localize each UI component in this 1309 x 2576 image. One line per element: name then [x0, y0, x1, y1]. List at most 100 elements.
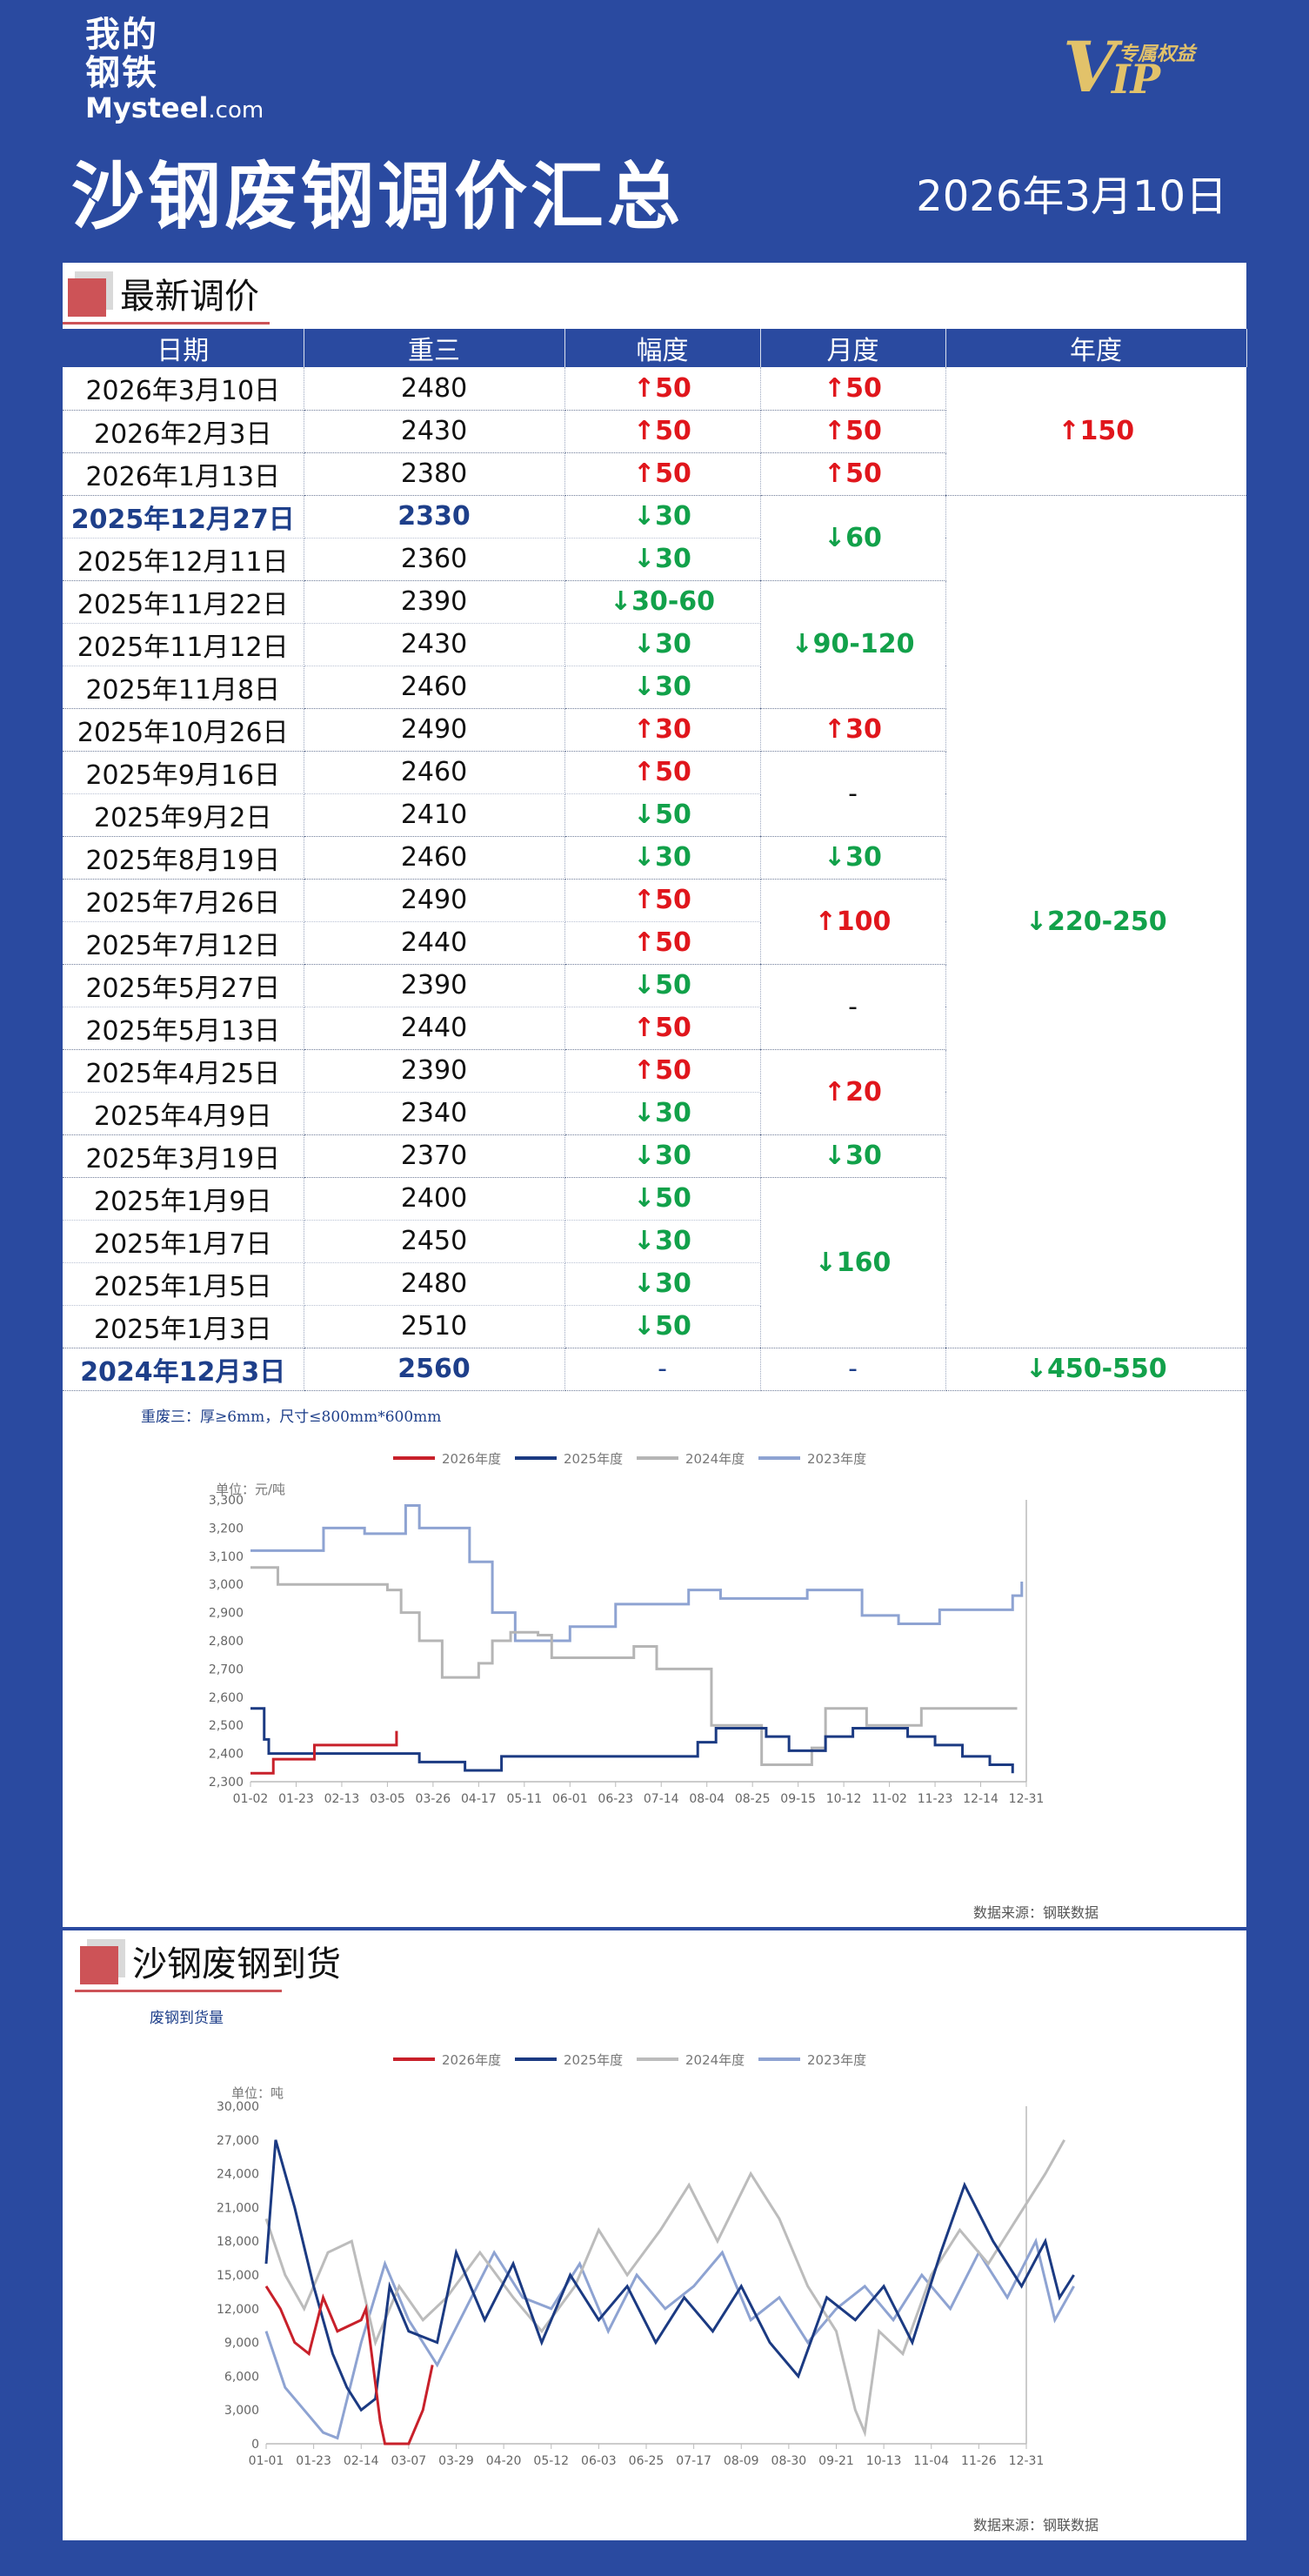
cell-price: 2560 — [304, 1348, 565, 1391]
page-date: 2026年3月10日 — [916, 172, 1227, 221]
cell-date: 2026年3月10日 — [63, 367, 304, 411]
cell-monthly: - — [760, 964, 946, 1050]
cell-monthly: ↓60 — [760, 495, 946, 581]
x-tick-label: 08-25 — [735, 1792, 771, 1806]
cell-date: 2025年3月19日 — [63, 1134, 304, 1178]
section-underline — [75, 1990, 282, 1992]
chart2-source: 数据来源：钢联数据 — [973, 2517, 1099, 2533]
x-tick-label: 02-13 — [324, 1792, 360, 1806]
cell-change: ↓30-60 — [564, 580, 761, 624]
x-tick-label: 12-31 — [1009, 2454, 1045, 2468]
table-row: 2025年11月8日 2460 ↓30 — [63, 666, 1246, 709]
cell-change: ↓50 — [564, 964, 761, 1007]
table-row: 2025年1月3日 2510 ↓50 — [63, 1305, 1246, 1348]
y-tick-label: 2,600 — [209, 1691, 244, 1705]
cell-price: 2380 — [304, 452, 565, 496]
cell-monthly: ↓160 — [760, 1177, 946, 1348]
cell-yearly: ↓220-250 — [945, 495, 1246, 1348]
arrival-subtitle: 废钢到货量 — [150, 2010, 224, 2027]
vip-ip: IP — [1112, 56, 1161, 103]
cell-date: 2025年1月5日 — [63, 1262, 304, 1306]
cell-price: 2490 — [304, 879, 565, 922]
cell-date: 2025年7月26日 — [63, 879, 304, 922]
table-row: 2026年1月13日 2380 ↑50 ↑50 — [63, 452, 1246, 496]
cell-change: ↓30 — [564, 538, 761, 581]
cell-price: 2460 — [304, 836, 565, 880]
logo-en: Mysteel.com — [85, 92, 264, 126]
x-tick-label: 11-02 — [872, 1792, 907, 1806]
cell-date: 2025年9月2日 — [63, 793, 304, 837]
vip-v: V — [1063, 26, 1118, 108]
x-tick-label: 08-04 — [689, 1792, 725, 1806]
header-date: 日期 — [63, 329, 304, 367]
cell-date: 2025年5月27日 — [63, 964, 304, 1007]
price-panel: 最新调价 日期 重三 幅度 月度 年度 2026年3月10日 2480 ↑50 ↑50… — [63, 263, 1247, 1927]
cell-monthly: ↑50 — [760, 410, 946, 453]
y-unit-label: 单位：吨 — [231, 2085, 284, 2101]
cell-date: 2025年1月3日 — [63, 1305, 304, 1348]
x-tick-label: 05-11 — [506, 1792, 542, 1806]
table-row: 2026年3月10日 2480 ↑50 ↑50 ↑150 — [63, 367, 1246, 496]
cell-price: 2390 — [304, 964, 565, 1007]
cell-monthly: ↓90-120 — [760, 580, 946, 709]
y-tick-label: 18,000 — [217, 2235, 259, 2249]
cell-date: 2025年11月12日 — [63, 623, 304, 666]
table-row: 2025年9月16日 2460 ↑50- — [63, 751, 1246, 837]
cell-price: 2430 — [304, 623, 565, 666]
x-tick-label: 06-25 — [629, 2454, 665, 2468]
x-tick-label: 12-31 — [1009, 1792, 1045, 1806]
cell-change: ↑50 — [564, 410, 761, 453]
x-tick-label: 06-03 — [581, 2454, 617, 2468]
x-tick-label: 01-02 — [233, 1792, 269, 1806]
cell-change: ↓50 — [564, 1177, 761, 1221]
cell-change: ↓30 — [564, 1134, 761, 1178]
cell-price: 2510 — [304, 1305, 565, 1348]
table-row: 2025年3月19日 2370 ↓30 ↓30 — [63, 1134, 1246, 1178]
table-row: 2025年12月27日 2330 ↓30 ↓60 ↓220-250 — [63, 495, 1246, 1348]
cell-price: 2410 — [304, 793, 565, 837]
y-tick-label: 2,400 — [209, 1748, 244, 1762]
series-line-2026年度 — [250, 1730, 398, 1775]
cell-monthly: ↓30 — [760, 836, 946, 880]
cell-price: 2450 — [304, 1220, 565, 1263]
cell-price: 2340 — [304, 1092, 565, 1135]
cell-price: 2480 — [304, 367, 565, 411]
header-grade: 重三 — [304, 329, 565, 367]
arrival-panel: 沙钢废钢到货 废钢到货量 2026年度 2025年度 2024年度 2023年度 单位：… — [63, 1930, 1246, 2540]
cell-change: ↓30 — [564, 836, 761, 880]
table-row: 2025年4月25日 2390 ↑50 ↑20 — [63, 1049, 1246, 1135]
legend-label: 2025年度 — [564, 1451, 623, 1467]
cell-date: 2025年12月11日 — [63, 538, 304, 581]
cell-price: 2460 — [304, 751, 565, 794]
cell-change: ↓30 — [564, 495, 761, 539]
cell-monthly: ↓30 — [760, 1134, 946, 1178]
x-tick-label: 09-21 — [818, 2454, 854, 2468]
cell-change: ↑50 — [564, 452, 761, 496]
y-tick-label: 2,700 — [209, 1663, 244, 1676]
cell-monthly: ↑30 — [760, 708, 946, 752]
y-tick-label: 2,500 — [209, 1719, 244, 1733]
table-row: 2025年4月9日 2340 ↓30 — [63, 1092, 1246, 1135]
grade-note: 重废三：厚≥6mm，尺寸≤800mm*600mm — [141, 1408, 442, 1426]
series-line-2023年度 — [250, 1503, 1024, 1643]
cell-price: 2390 — [304, 1049, 565, 1093]
y-tick-label: 3,300 — [209, 1494, 244, 1508]
x-tick-label: 01-23 — [278, 1792, 314, 1806]
cell-change: ↓30 — [564, 623, 761, 666]
x-tick-label: 06-23 — [598, 1792, 633, 1806]
section-label: 沙钢废钢到货 — [132, 1944, 341, 1984]
cell-date: 2025年4月9日 — [63, 1092, 304, 1135]
cell-date: 2025年8月19日 — [63, 836, 304, 880]
series-line-2023年度 — [264, 2237, 1075, 2440]
x-tick-label: 07-17 — [676, 2454, 711, 2468]
table-row: 2025年8月19日 2460 ↓30 ↓30 — [63, 836, 1246, 880]
cell-date: 2025年1月9日 — [63, 1177, 304, 1221]
cell-price: 2430 — [304, 410, 565, 453]
cell-monthly: ↑50 — [760, 452, 946, 496]
y-tick-label: 3,000 — [224, 2404, 259, 2418]
section-label: 最新调价 — [120, 277, 259, 317]
cell-date: 2025年4月25日 — [63, 1049, 304, 1093]
table-row: 2025年7月26日 2490 ↑50 ↑100 — [63, 879, 1246, 965]
header-yearly: 年度 — [945, 329, 1247, 367]
chart1-source: 数据来源：钢联数据 — [973, 1904, 1099, 1921]
